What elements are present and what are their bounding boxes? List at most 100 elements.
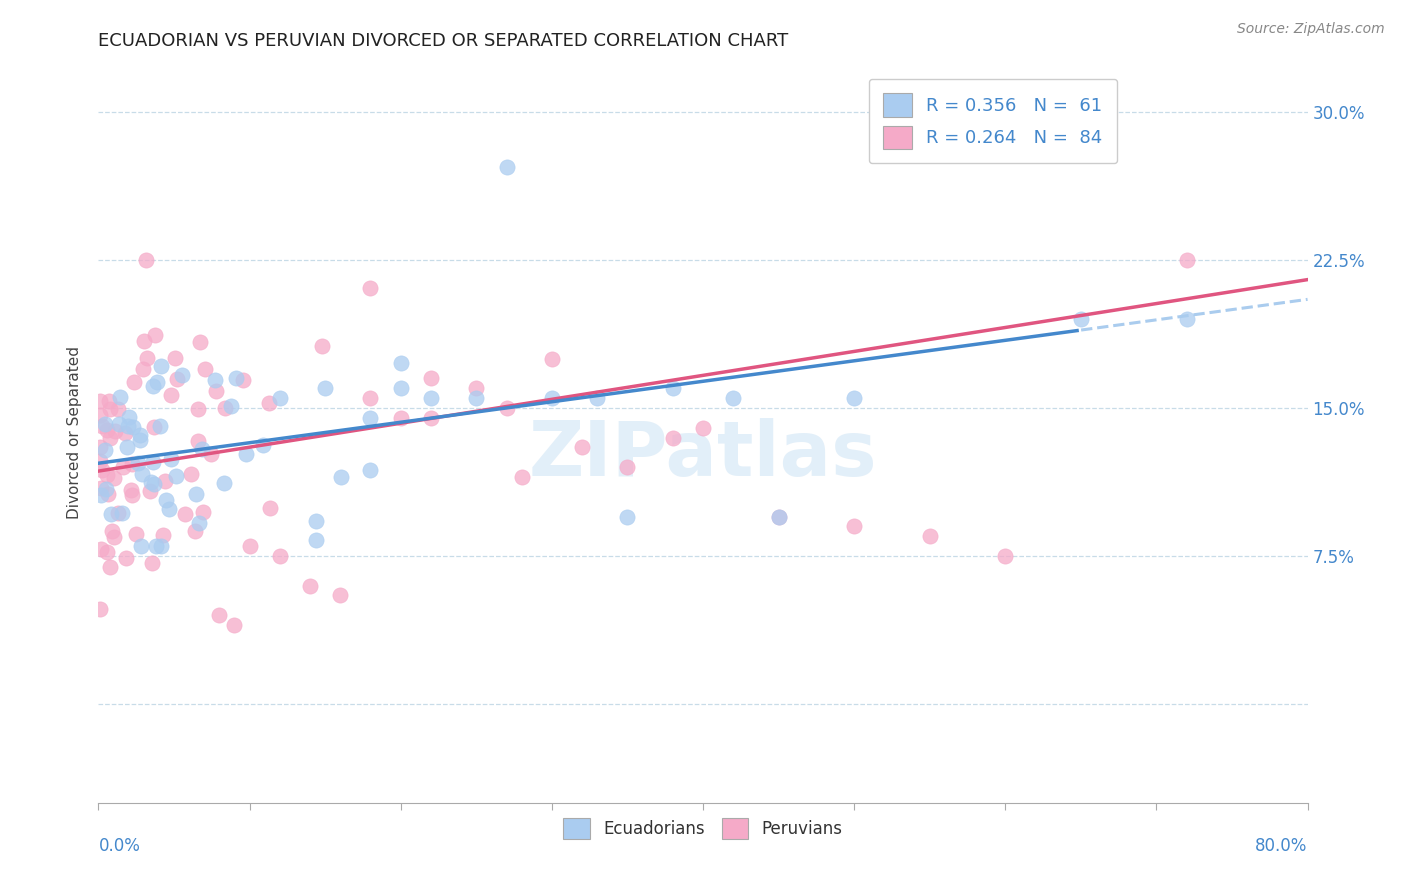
Point <box>586 391 609 405</box>
Point <box>142 420 165 434</box>
Point <box>142 455 165 469</box>
Point <box>661 431 683 445</box>
Point <box>540 391 562 405</box>
Point <box>465 391 488 405</box>
Point <box>103 471 125 485</box>
Point <box>257 396 280 410</box>
Point <box>89 393 111 408</box>
Point <box>127 456 149 470</box>
Point <box>129 428 152 442</box>
Point <box>150 539 173 553</box>
Point <box>152 527 174 541</box>
Point <box>153 474 176 488</box>
Point <box>360 410 382 425</box>
Point <box>108 390 131 404</box>
Point <box>360 391 382 405</box>
Point <box>184 524 207 538</box>
Point <box>146 375 169 389</box>
Point <box>191 505 214 519</box>
Point <box>269 391 291 405</box>
Text: Source: ZipAtlas.com: Source: ZipAtlas.com <box>1237 22 1385 37</box>
Point <box>89 454 111 468</box>
Point <box>314 381 336 395</box>
Point <box>235 447 257 461</box>
Point <box>305 533 328 547</box>
Point <box>232 373 254 387</box>
Point <box>159 388 181 402</box>
Point <box>108 417 131 431</box>
Point <box>114 426 136 441</box>
Point <box>128 433 150 447</box>
Text: 80.0%: 80.0% <box>1256 838 1308 855</box>
Point <box>114 551 136 566</box>
Point <box>994 549 1017 563</box>
Point <box>141 556 163 570</box>
Point <box>90 463 112 477</box>
Point <box>200 447 222 461</box>
Point <box>143 477 166 491</box>
Point <box>111 506 134 520</box>
Point <box>122 375 145 389</box>
Point <box>131 467 153 482</box>
Point <box>311 339 333 353</box>
Point <box>495 401 517 415</box>
Point <box>96 467 118 482</box>
Point <box>420 371 443 385</box>
Point <box>121 457 143 471</box>
Point <box>117 419 139 434</box>
Point <box>94 482 117 496</box>
Point <box>166 372 188 386</box>
Point <box>90 541 112 556</box>
Point <box>616 509 638 524</box>
Point <box>134 334 156 348</box>
Point <box>107 506 129 520</box>
Point <box>510 470 533 484</box>
Point <box>214 475 236 490</box>
Text: ZIPatlas: ZIPatlas <box>529 417 877 491</box>
Point <box>1070 312 1092 326</box>
Point <box>89 440 111 454</box>
Point <box>465 381 488 395</box>
Point <box>157 501 180 516</box>
Point <box>135 252 157 267</box>
Point <box>299 579 322 593</box>
Point <box>225 371 247 385</box>
Point <box>187 402 209 417</box>
Point <box>269 549 291 563</box>
Point <box>224 618 246 632</box>
Point <box>89 409 111 423</box>
Point <box>571 441 593 455</box>
Point <box>120 483 142 497</box>
Point <box>252 438 274 452</box>
Point <box>150 359 173 374</box>
Point <box>389 410 412 425</box>
Point <box>93 443 115 458</box>
Point <box>100 508 122 522</box>
Point <box>205 384 228 398</box>
Text: 0.0%: 0.0% <box>98 838 141 855</box>
Point <box>125 527 148 541</box>
Point <box>115 440 138 454</box>
Point <box>173 507 195 521</box>
Point <box>420 391 443 405</box>
Point <box>155 492 177 507</box>
Point <box>135 351 157 366</box>
Point <box>616 460 638 475</box>
Point <box>359 463 381 477</box>
Point <box>103 530 125 544</box>
Point <box>184 487 207 501</box>
Point <box>139 484 162 499</box>
Point <box>121 488 143 502</box>
Point <box>768 509 790 524</box>
Point <box>844 391 866 405</box>
Point <box>118 410 141 425</box>
Point <box>94 417 117 431</box>
Text: ECUADORIAN VS PERUVIAN DIVORCED OR SEPARATED CORRELATION CHART: ECUADORIAN VS PERUVIAN DIVORCED OR SEPAR… <box>98 32 789 50</box>
Point <box>165 468 187 483</box>
Point <box>844 519 866 533</box>
Point <box>187 516 209 530</box>
Point <box>190 442 212 456</box>
Point <box>214 401 236 415</box>
Point <box>91 418 114 433</box>
Point <box>330 470 353 484</box>
